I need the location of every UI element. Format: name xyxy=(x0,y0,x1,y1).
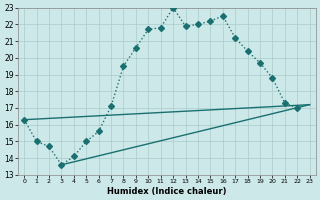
X-axis label: Humidex (Indice chaleur): Humidex (Indice chaleur) xyxy=(107,187,227,196)
